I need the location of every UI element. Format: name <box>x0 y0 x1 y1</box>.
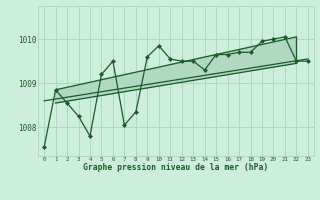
Polygon shape <box>56 37 296 103</box>
X-axis label: Graphe pression niveau de la mer (hPa): Graphe pression niveau de la mer (hPa) <box>84 163 268 172</box>
